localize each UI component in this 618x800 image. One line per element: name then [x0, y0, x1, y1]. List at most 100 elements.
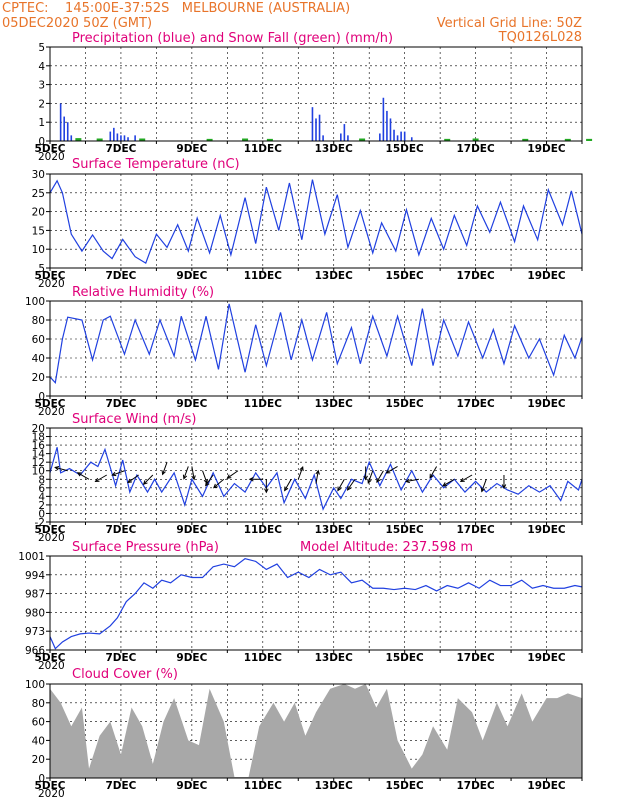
wind-arrow-head: [203, 478, 208, 484]
x-tick-label: 17DEC: [456, 780, 495, 792]
snow-bar: [564, 138, 571, 141]
precip-bar: [109, 131, 112, 141]
y-tick-label: 4: [38, 491, 45, 503]
snow-bar: [586, 138, 593, 141]
wind-arrow-head: [299, 466, 304, 472]
x-tick-label: 13DEC: [315, 524, 354, 536]
y-tick-label: 14: [32, 449, 46, 461]
y-tick-label: 18: [32, 432, 45, 444]
wind-arrow-head: [226, 474, 232, 479]
wind-arrow-head: [480, 487, 486, 493]
plot-frame: [49, 683, 583, 779]
wind-arrow-head: [248, 477, 254, 482]
wind-arrow-head: [315, 469, 320, 475]
x-tick-label: 11DEC: [244, 270, 283, 282]
x-tick-label: 7DEC: [105, 780, 136, 792]
wind-arrow-head: [76, 472, 82, 477]
precip-bar: [113, 127, 115, 141]
x-tick-label: 7DEC: [105, 652, 136, 664]
x-tick-label: 19DEC: [527, 398, 566, 410]
wind-arrow-head: [346, 485, 352, 491]
wind-arrow: [227, 470, 239, 479]
wind-arrow-head: [205, 481, 210, 487]
wind-arrow: [162, 462, 168, 475]
x-tick-label: 7DEC: [105, 524, 136, 536]
panel-title: Surface Pressure (hPa): [72, 540, 219, 555]
panel-1: 0 1 2 3 4 5 5DEC 7DEC 9DEC 11DEC 13DEC 15DEC 17DEC 19…: [35, 31, 593, 163]
plot-frame: [49, 555, 583, 651]
snow-bar: [75, 138, 82, 141]
wind-arrow-head: [54, 466, 60, 471]
panel-3: 0 20 40 60 80 100 5DEC 7DEC 9DEC 11DEC 13DEC 15DEC 1…: [25, 285, 583, 418]
precip-bar: [379, 133, 381, 141]
wind-arrow-head: [212, 483, 218, 489]
snow-bar: [139, 138, 146, 141]
wind-arrow: [442, 478, 455, 487]
wind-arrow: [284, 479, 292, 491]
precip-bar: [311, 107, 314, 141]
x-tick-label: 9DEC: [176, 398, 207, 410]
panel-5: 966 973 980 987 994 1001 5DEC 7DEC 9DEC 11DEC 13DE…: [18, 540, 583, 672]
wind-arrow-head: [363, 475, 368, 481]
y-tick-label: 2: [38, 98, 45, 110]
x-tick-label: 15DEC: [386, 398, 425, 410]
y-tick-label: 100: [25, 296, 45, 308]
y-tick-label: 10: [32, 244, 45, 256]
panel-title: Cloud Cover (%): [72, 667, 178, 682]
x-tick-label: 19DEC: [527, 143, 566, 155]
series-line: [49, 179, 583, 264]
y-tick-label: 100: [25, 679, 45, 691]
x-tick-label: 13DEC: [315, 398, 354, 410]
plot-area: [49, 179, 583, 264]
snow-bar: [242, 138, 249, 141]
x-tick-label: 15DEC: [386, 270, 425, 282]
precip-bar: [382, 97, 385, 141]
header-location: CPTEC: 145:00E-37:52S MELBOURNE (AUSTRAL…: [2, 1, 350, 16]
x-tick-label: 9DEC: [176, 652, 207, 664]
x-tick-label: 9DEC: [176, 780, 207, 792]
precip-bar: [127, 137, 129, 141]
snow-bar: [206, 138, 213, 141]
x-tick-label: 17DEC: [456, 524, 495, 536]
x-tick-label: 11DEC: [244, 780, 283, 792]
wind-arrow-head: [284, 486, 289, 492]
precip-bar: [70, 135, 73, 141]
precip-bar: [322, 135, 324, 141]
y-tick-label: 12: [32, 457, 45, 469]
x-tick-label: 15DEC: [386, 652, 425, 664]
y-tick-label: 0: [38, 391, 45, 403]
wind-arrow: [95, 474, 107, 482]
wind-arrow: [405, 478, 419, 483]
wind-arrow-head: [501, 484, 507, 490]
y-tick-label: 2: [38, 500, 45, 512]
year-label: 2020: [38, 406, 65, 418]
snow-bar: [444, 138, 451, 141]
precip-bar: [396, 135, 399, 141]
panel-title: Relative Humidity (%): [72, 285, 214, 300]
precip-bar: [134, 135, 136, 141]
wind-arrow-head: [111, 471, 117, 477]
wind-arrow-head: [385, 469, 391, 474]
wind-arrow-head: [404, 478, 411, 484]
header-model: TQ0126L028: [498, 30, 582, 45]
x-tick-label: 17DEC: [456, 398, 495, 410]
year-label: 2020: [38, 532, 65, 544]
panel-6: 0 20 40 60 80 100 5DEC 7DEC 9DEC 11DEC 13DEC 15DEC 1…: [25, 667, 583, 800]
x-tick-label: 19DEC: [527, 780, 566, 792]
y-tick-label: 966: [25, 645, 45, 657]
x-tick-label: 11DEC: [244, 652, 283, 664]
snow-bar: [96, 138, 103, 141]
x-tick-label: 9DEC: [176, 270, 207, 282]
y-tick-label: 20: [32, 423, 45, 435]
wind-arrow: [205, 474, 214, 486]
wind-arrow-head: [459, 477, 465, 483]
x-tick-label: 5DEC: [35, 780, 66, 792]
y-tick-label: 80: [32, 698, 45, 710]
x-tick-label: 7DEC: [105, 143, 136, 155]
wind-arrow: [297, 466, 304, 480]
plot-frame: [49, 46, 583, 142]
y-tick-label: 20: [32, 372, 45, 384]
x-tick-label: 11DEC: [244, 143, 283, 155]
x-tick-label: 5DEC: [35, 270, 66, 282]
